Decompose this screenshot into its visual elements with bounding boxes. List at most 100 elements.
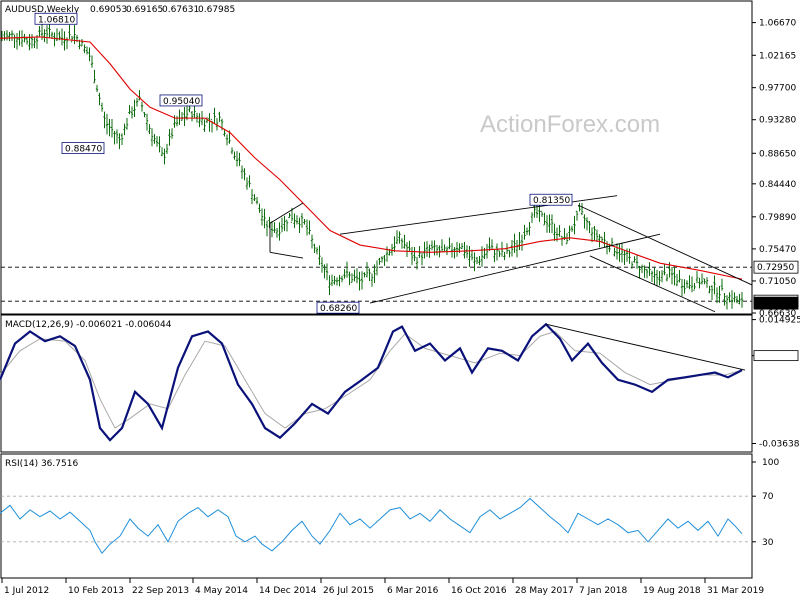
price-bar — [533, 203, 536, 218]
price-bar — [420, 252, 424, 266]
rsi-line — [0, 497, 743, 555]
price-bar — [120, 133, 124, 145]
price-bar — [650, 270, 654, 282]
price-trendline-0 — [269, 202, 304, 224]
price-bar — [405, 242, 409, 258]
price-bar — [413, 247, 416, 262]
price-bar — [298, 217, 301, 234]
xtick-label: 31 Mar 2019 — [707, 586, 764, 596]
price-bar — [345, 261, 349, 278]
price-bar — [550, 214, 554, 234]
price-bar — [280, 217, 284, 233]
price-bar — [680, 279, 684, 297]
price-bar — [80, 38, 84, 47]
price-bar — [365, 262, 369, 278]
price-bar — [243, 168, 246, 181]
ohlc-close: 0.67985 — [198, 5, 235, 15]
price-bar — [453, 247, 456, 259]
price-bar — [215, 118, 219, 131]
level-label-text: 1.06810 — [38, 15, 75, 25]
price-bar — [233, 151, 236, 160]
price-bar — [493, 249, 496, 263]
price-bar — [330, 274, 334, 287]
price-bar — [153, 134, 156, 144]
price-bar — [230, 147, 234, 155]
price-bar — [340, 275, 344, 283]
price-bar — [145, 113, 149, 131]
price-bar — [103, 111, 106, 129]
price-bar — [295, 215, 299, 225]
level-label-box — [159, 94, 203, 107]
price-bar — [355, 268, 359, 284]
price-layer: 1.06810 0.95040 0.88470 0.68260 0.81350 — [0, 12, 753, 314]
price-bar — [143, 112, 146, 118]
price-bar — [645, 268, 649, 279]
price-bar — [170, 128, 174, 139]
price-bar — [343, 269, 346, 279]
xtick-label: 7 Jan 2018 — [579, 586, 627, 596]
price-bar — [633, 256, 636, 263]
price-bar — [310, 234, 314, 249]
macd-layer — [0, 322, 746, 442]
price-bar — [273, 222, 276, 233]
price-trendline-4 — [369, 233, 661, 304]
price-bar — [338, 275, 341, 287]
price-bar — [15, 32, 19, 50]
macd-panel — [0, 314, 753, 453]
price-bar — [148, 124, 151, 134]
price-bar — [653, 267, 656, 285]
price-bar — [713, 275, 716, 295]
price-bar — [260, 208, 264, 226]
price-bar — [723, 292, 726, 306]
price-bar — [163, 148, 166, 165]
price-bar — [445, 246, 449, 256]
level-label-2: 0.88470 — [61, 142, 105, 155]
price-tag-2 — [753, 296, 799, 310]
price-bar — [635, 254, 639, 269]
price-ytick-label: 1.02165 — [759, 51, 796, 61]
price-bar — [20, 30, 24, 48]
xtick-label: 28 May 2017 — [515, 586, 574, 596]
price-bar — [123, 123, 126, 136]
xtick-label: 1 Jul 2012 — [4, 586, 49, 596]
price-bar — [508, 249, 511, 258]
rsi-title: RSI(14) 36.7516 — [5, 459, 78, 469]
price-bar — [470, 249, 474, 261]
price-bar — [570, 225, 574, 232]
price-bar — [525, 227, 529, 236]
price-bar — [158, 136, 161, 153]
price-bar — [728, 292, 731, 303]
price-bar — [350, 273, 354, 283]
price-bar — [588, 221, 591, 234]
price-bar — [328, 275, 331, 296]
price-bar — [648, 262, 651, 276]
macd-ytick-label: -0.036389 — [759, 439, 800, 449]
price-bar — [573, 215, 576, 235]
price-bar — [125, 117, 129, 130]
price-bar — [738, 293, 741, 305]
price-bar — [620, 242, 624, 263]
price-bar — [95, 84, 99, 93]
price-bar — [115, 129, 119, 144]
price-bar — [615, 243, 619, 260]
price-ytick-label: 0.79890 — [759, 213, 796, 223]
price-bar — [128, 105, 131, 115]
price-bar — [683, 279, 686, 294]
price-bar — [250, 189, 254, 205]
price-trendline-6 — [589, 255, 716, 313]
price-bar — [118, 133, 121, 150]
price-bar — [110, 119, 114, 138]
price-bar — [520, 234, 524, 251]
level-label-box — [316, 301, 360, 314]
level-label-box — [34, 12, 78, 25]
level-label-3: 0.68260 — [316, 301, 360, 314]
price-bar — [658, 271, 661, 286]
price-bar — [585, 217, 589, 231]
price-bar — [270, 220, 274, 238]
price-bar — [485, 243, 489, 259]
price-bar — [258, 203, 261, 213]
price-bar — [325, 263, 329, 281]
price-bar — [305, 219, 309, 236]
price-bar — [400, 238, 404, 249]
price-bar — [223, 128, 226, 137]
